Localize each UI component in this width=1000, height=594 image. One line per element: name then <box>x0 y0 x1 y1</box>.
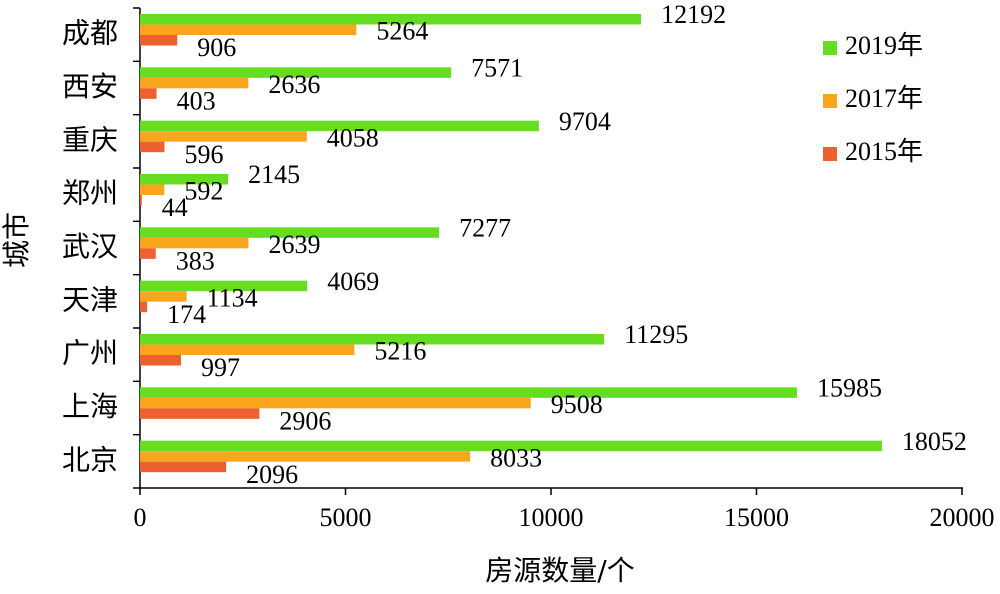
bar <box>140 14 642 25</box>
value-label: 2096 <box>246 460 298 489</box>
bar <box>140 77 249 89</box>
legend-swatch <box>823 147 837 161</box>
bar <box>140 35 178 46</box>
bar <box>140 301 148 313</box>
y-tick-label: 西安 <box>62 70 118 103</box>
bar <box>140 184 165 195</box>
value-label: 383 <box>176 247 215 276</box>
value-label: 44 <box>162 193 188 222</box>
bar <box>140 174 229 185</box>
x-tick-label: 15000 <box>724 503 789 532</box>
value-label: 7571 <box>471 54 523 83</box>
value-label: 2145 <box>248 160 300 189</box>
bar <box>140 67 452 78</box>
value-label: 18052 <box>902 427 967 456</box>
value-label: 8033 <box>490 443 542 472</box>
y-tick-label: 上海 <box>62 390 118 423</box>
value-label: 592 <box>184 177 223 206</box>
bar <box>140 120 539 132</box>
value-label: 2636 <box>268 70 320 99</box>
value-label: 2906 <box>279 407 331 436</box>
x-tick-label: 0 <box>134 503 147 532</box>
y-axis-title: 城市 <box>0 212 33 268</box>
value-label: 7277 <box>459 214 511 243</box>
bar <box>140 24 357 35</box>
x-tick-label: 20000 <box>930 503 995 532</box>
bar <box>140 195 142 206</box>
value-label: 9704 <box>559 107 611 136</box>
bar <box>140 334 605 345</box>
value-label: 4069 <box>327 267 379 296</box>
y-tick-label: 天津 <box>62 283 118 316</box>
bar <box>140 344 355 355</box>
legend-label: 2017年 <box>845 84 923 113</box>
x-axis-title: 房源数量/个 <box>485 554 634 587</box>
value-label: 403 <box>177 87 216 116</box>
value-label: 12192 <box>661 0 726 29</box>
value-label: 174 <box>167 300 206 329</box>
value-label: 1134 <box>207 283 258 312</box>
x-tick-label: 5000 <box>320 503 372 532</box>
x-tick-label: 10000 <box>519 503 584 532</box>
bar <box>140 461 227 473</box>
y-tick-label: 武汉 <box>62 230 118 263</box>
y-tick-label: 北京 <box>62 443 118 476</box>
y-tick-label: 广州 <box>62 337 118 370</box>
bar <box>140 227 440 238</box>
bar <box>140 355 181 366</box>
value-label: 15985 <box>817 374 882 403</box>
y-tick-label: 重庆 <box>62 123 118 156</box>
bar <box>140 408 260 419</box>
y-tick-label: 成都 <box>62 17 118 50</box>
legend-label: 2019年 <box>845 31 923 60</box>
legend-swatch <box>823 94 837 108</box>
bar <box>140 397 531 409</box>
legend-label: 2015年 <box>845 137 923 166</box>
bar <box>140 387 797 398</box>
legend-swatch <box>823 41 837 55</box>
value-label: 906 <box>197 33 236 62</box>
value-label: 5216 <box>374 337 426 366</box>
value-label: 596 <box>184 140 223 169</box>
bar <box>140 280 308 292</box>
bar <box>140 451 471 462</box>
bar <box>140 248 156 259</box>
y-tick-label: 郑州 <box>62 177 118 210</box>
value-label: 5264 <box>376 17 428 46</box>
bar <box>140 88 157 99</box>
value-label: 2639 <box>268 230 320 259</box>
bar <box>140 291 187 302</box>
value-label: 11295 <box>624 320 688 349</box>
value-label: 997 <box>201 353 240 382</box>
bar <box>140 440 882 452</box>
value-label: 9508 <box>551 390 603 419</box>
bar <box>140 141 165 153</box>
bar <box>140 131 307 142</box>
bar <box>140 237 249 249</box>
value-label: 4058 <box>327 123 379 152</box>
